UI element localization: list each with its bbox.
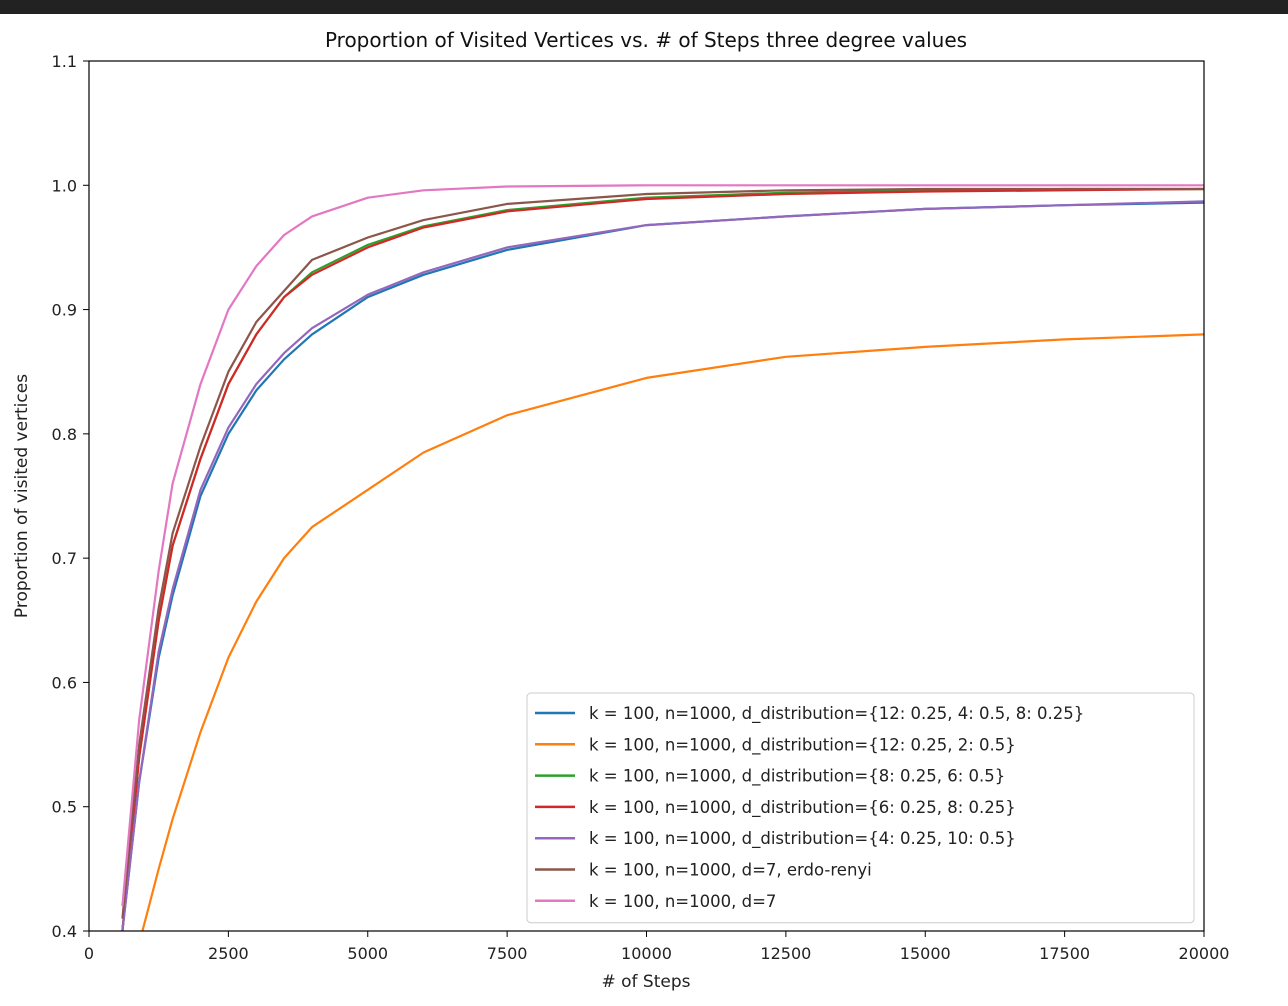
y-tick-label: 0.4 xyxy=(52,922,77,941)
legend-entry: k = 100, n=1000, d=7 xyxy=(589,892,776,911)
x-axis-label: # of Steps xyxy=(601,972,690,992)
legend-entry: k = 100, n=1000, d_distribution={12: 0.2… xyxy=(589,735,1016,755)
x-tick-label: 0 xyxy=(84,944,94,963)
y-tick-label: 0.5 xyxy=(52,798,77,817)
legend-entry: k = 100, n=1000, d_distribution={12: 0.2… xyxy=(589,704,1084,724)
series-line-7 xyxy=(121,184,1204,907)
chart-title: Proportion of Visited Vertices vs. # of … xyxy=(325,28,967,52)
x-tick-label: 2500 xyxy=(208,944,249,963)
x-tick-label: 17500 xyxy=(1039,944,1090,963)
legend-entry: k = 100, n=1000, d_distribution={4: 0.25… xyxy=(589,829,1016,849)
y-axis: 0.4 0.5 0.6 0.7 0.8 0.9 1.0 1.1 xyxy=(52,52,89,941)
top-dark-bar xyxy=(0,0,1288,14)
x-tick-label: 15000 xyxy=(900,944,951,963)
x-tick-label: 12500 xyxy=(760,944,811,963)
legend-entry: k = 100, n=1000, d_distribution={6: 0.25… xyxy=(589,798,1016,818)
x-axis: 0 2500 5000 7500 10000 12500 15000 17500 20000 xyxy=(84,931,1230,963)
y-tick-label: 1.1 xyxy=(52,52,77,71)
legend-box xyxy=(526,692,1195,924)
series-line-5 xyxy=(121,200,1204,931)
y-tick-label: 0.6 xyxy=(52,673,77,692)
legend-entry: k = 100, n=1000, d=7, erdo-renyi xyxy=(589,861,872,880)
y-tick-label: 0.8 xyxy=(52,425,77,444)
x-tick-label: 5000 xyxy=(347,944,388,963)
x-tick-label: 20000 xyxy=(1179,944,1230,963)
series-line-4 xyxy=(121,187,1204,931)
y-tick-label: 1.0 xyxy=(52,176,77,195)
series-line-6 xyxy=(121,187,1204,919)
x-tick-label: 10000 xyxy=(621,944,672,963)
series-line-2 xyxy=(141,333,1204,931)
y-tick-label: 0.7 xyxy=(52,549,77,568)
y-tick-label: 0.9 xyxy=(52,301,77,320)
legend: k = 100, n=1000, d_distribution={12: 0.2… xyxy=(526,692,1195,924)
x-tick-label: 7500 xyxy=(487,944,528,963)
y-axis-label: Proportion of visited vertices xyxy=(12,374,32,618)
legend-entry: k = 100, n=1000, d_distribution={8: 0.25… xyxy=(589,767,1005,787)
